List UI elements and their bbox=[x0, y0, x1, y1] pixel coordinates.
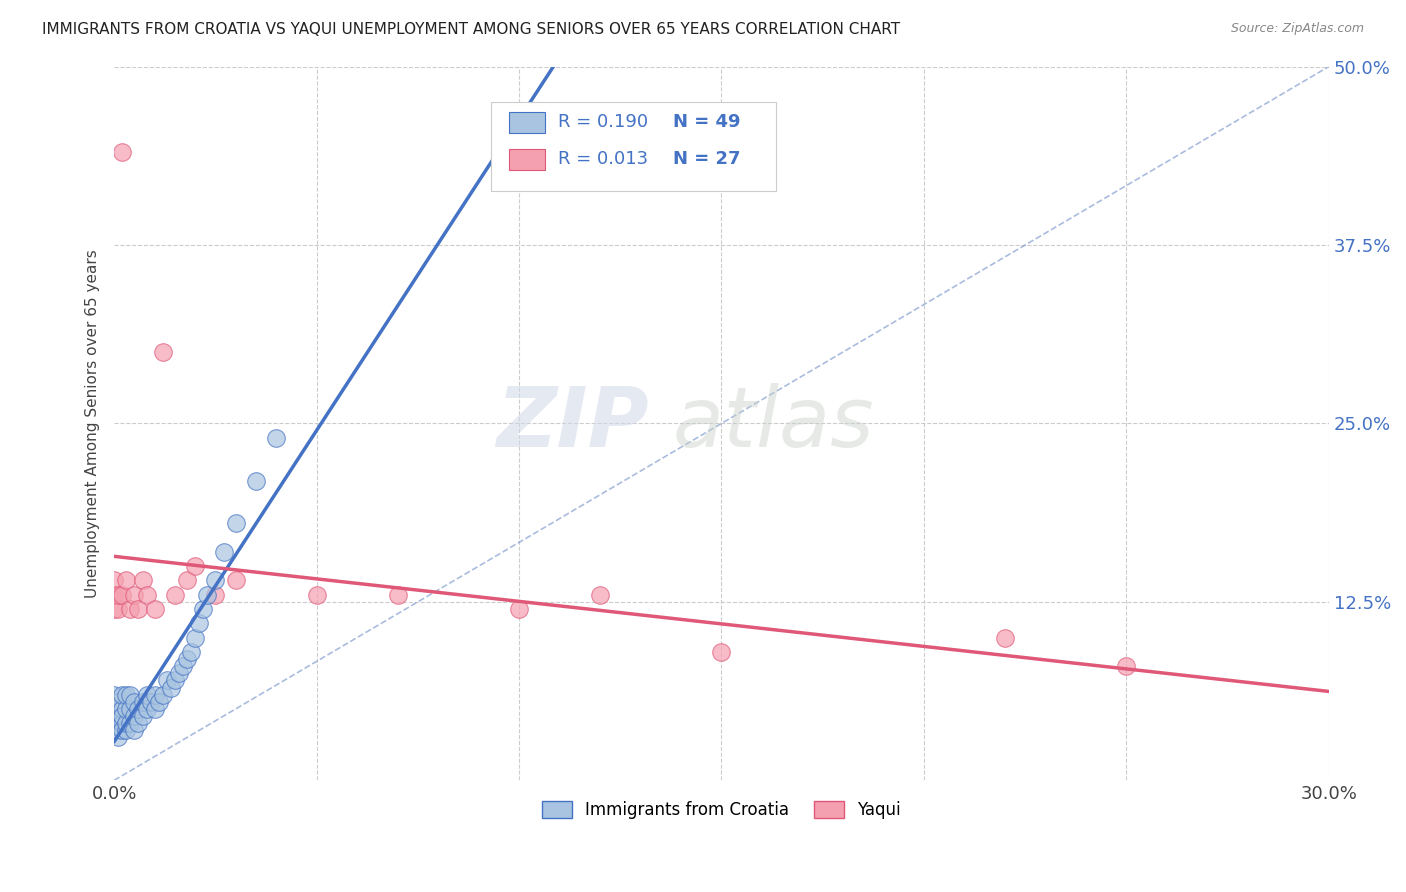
Text: ZIP: ZIP bbox=[496, 383, 648, 464]
Point bbox=[212, 545, 235, 559]
Point bbox=[103, 688, 125, 702]
Point bbox=[135, 702, 157, 716]
Text: R = 0.013: R = 0.013 bbox=[558, 150, 648, 168]
Point bbox=[103, 716, 125, 731]
Point bbox=[193, 602, 215, 616]
Text: N = 49: N = 49 bbox=[673, 112, 741, 130]
Point bbox=[184, 559, 207, 574]
Point bbox=[131, 709, 153, 723]
Point bbox=[143, 702, 166, 716]
Point bbox=[176, 652, 198, 666]
Point bbox=[204, 574, 226, 588]
Point bbox=[305, 588, 328, 602]
Point bbox=[264, 431, 287, 445]
Point bbox=[148, 695, 170, 709]
Point bbox=[139, 695, 162, 709]
Point bbox=[120, 602, 142, 616]
Point bbox=[152, 345, 174, 359]
Text: R = 0.190: R = 0.190 bbox=[558, 112, 648, 130]
Point bbox=[103, 588, 125, 602]
Point bbox=[103, 574, 125, 588]
Point bbox=[143, 688, 166, 702]
Point bbox=[176, 574, 198, 588]
Point bbox=[127, 702, 149, 716]
Point bbox=[152, 688, 174, 702]
FancyBboxPatch shape bbox=[491, 103, 776, 192]
Text: Source: ZipAtlas.com: Source: ZipAtlas.com bbox=[1230, 22, 1364, 36]
Point bbox=[180, 645, 202, 659]
Point bbox=[115, 574, 138, 588]
Point bbox=[131, 695, 153, 709]
Point bbox=[188, 616, 211, 631]
Point bbox=[111, 588, 134, 602]
Point bbox=[111, 702, 134, 716]
Point bbox=[204, 588, 226, 602]
Text: atlas: atlas bbox=[673, 383, 875, 464]
Point bbox=[124, 723, 146, 738]
Point bbox=[107, 731, 129, 745]
Point bbox=[107, 723, 129, 738]
Point bbox=[225, 516, 247, 531]
Point bbox=[115, 723, 138, 738]
Point bbox=[245, 474, 267, 488]
Point bbox=[135, 688, 157, 702]
Point bbox=[115, 716, 138, 731]
FancyBboxPatch shape bbox=[509, 149, 546, 170]
Text: IMMIGRANTS FROM CROATIA VS YAQUI UNEMPLOYMENT AMONG SENIORS OVER 65 YEARS CORREL: IMMIGRANTS FROM CROATIA VS YAQUI UNEMPLO… bbox=[42, 22, 900, 37]
Point bbox=[225, 574, 247, 588]
Point bbox=[103, 602, 125, 616]
Point bbox=[172, 659, 194, 673]
Point bbox=[156, 673, 179, 688]
Point bbox=[387, 588, 409, 602]
Point bbox=[120, 688, 142, 702]
Point bbox=[115, 688, 138, 702]
Point bbox=[710, 645, 733, 659]
Point bbox=[135, 588, 157, 602]
Point bbox=[127, 602, 149, 616]
Point bbox=[111, 145, 134, 160]
Point bbox=[107, 602, 129, 616]
Point bbox=[195, 588, 218, 602]
Point bbox=[163, 673, 186, 688]
Point bbox=[107, 709, 129, 723]
Point bbox=[103, 702, 125, 716]
Point bbox=[131, 574, 153, 588]
Point bbox=[589, 588, 612, 602]
Point bbox=[1115, 659, 1137, 673]
Point bbox=[143, 602, 166, 616]
Point bbox=[111, 688, 134, 702]
Point bbox=[160, 681, 183, 695]
Point bbox=[163, 588, 186, 602]
Legend: Immigrants from Croatia, Yaqui: Immigrants from Croatia, Yaqui bbox=[536, 794, 908, 825]
Point bbox=[120, 716, 142, 731]
Point bbox=[994, 631, 1017, 645]
Y-axis label: Unemployment Among Seniors over 65 years: Unemployment Among Seniors over 65 years bbox=[86, 249, 100, 598]
Point bbox=[115, 702, 138, 716]
Text: N = 27: N = 27 bbox=[673, 150, 741, 168]
Point bbox=[107, 588, 129, 602]
Point bbox=[111, 716, 134, 731]
Point bbox=[111, 723, 134, 738]
Point bbox=[124, 695, 146, 709]
Point bbox=[167, 666, 190, 681]
Point bbox=[127, 716, 149, 731]
Point bbox=[124, 709, 146, 723]
Point bbox=[120, 702, 142, 716]
Point bbox=[124, 588, 146, 602]
Point bbox=[111, 709, 134, 723]
Point bbox=[508, 602, 530, 616]
Point bbox=[107, 695, 129, 709]
FancyBboxPatch shape bbox=[509, 112, 546, 133]
Point bbox=[184, 631, 207, 645]
